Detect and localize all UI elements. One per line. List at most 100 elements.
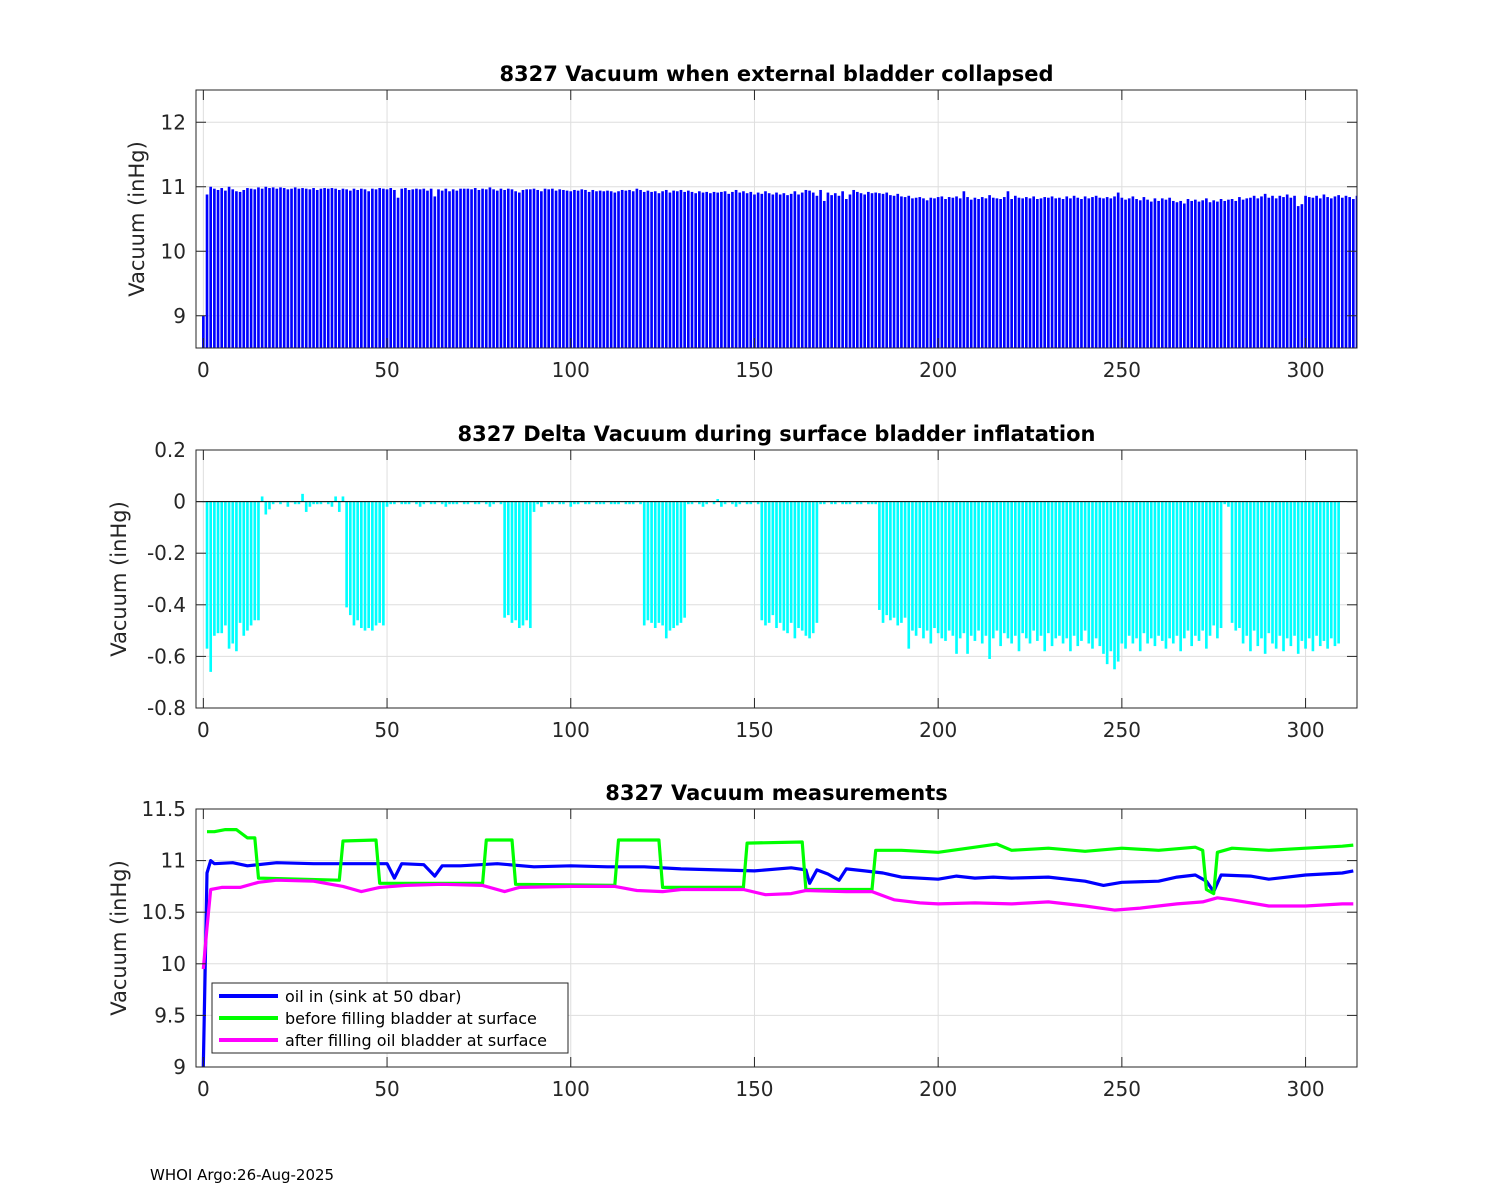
bar (271, 501, 275, 505)
bar (1263, 193, 1267, 348)
bar (617, 191, 620, 348)
bar (709, 193, 712, 348)
x-tick-label: 250 (1103, 718, 1141, 742)
bar (1168, 197, 1171, 348)
bar (731, 501, 734, 505)
bar (856, 191, 859, 348)
bar (367, 191, 371, 348)
bar (712, 191, 716, 348)
bar (1080, 501, 1083, 641)
bar (484, 501, 488, 505)
x-tick-label: 100 (552, 358, 590, 382)
bar (764, 501, 767, 626)
bar (1120, 501, 1124, 644)
bar (738, 192, 742, 348)
series-line-1 (201, 859, 1354, 1067)
bar (1072, 501, 1076, 636)
bar (1425, 194, 1428, 348)
x-tick-label: 150 (735, 1077, 773, 1101)
bar (1344, 195, 1348, 348)
bar (558, 501, 562, 505)
bar (462, 188, 466, 348)
bar (1271, 195, 1274, 348)
x-tick-label: 150 (735, 358, 773, 382)
bar (595, 191, 598, 348)
bar (558, 189, 562, 348)
x-tick-label: 50 (374, 358, 399, 382)
bar (657, 501, 661, 623)
bar (1109, 501, 1113, 652)
bar (1311, 197, 1315, 348)
bar (1102, 198, 1105, 348)
bar (830, 195, 833, 348)
bar (216, 189, 220, 348)
bar (833, 193, 837, 348)
bar (1105, 501, 1109, 665)
bar (885, 501, 889, 616)
bar (1318, 501, 1322, 647)
bar (1337, 195, 1340, 348)
legend-label: after filling oil bladder at surface (285, 1031, 547, 1050)
bar (224, 501, 227, 626)
bar (631, 191, 635, 348)
bar (562, 501, 565, 505)
bar (1219, 199, 1223, 348)
bar (1058, 501, 1061, 636)
bar (315, 189, 319, 348)
bar (793, 501, 797, 639)
bar (1230, 199, 1234, 348)
bar (602, 501, 606, 505)
bar (341, 188, 345, 348)
bar (683, 191, 686, 348)
bar (720, 191, 723, 348)
bar (1238, 501, 1241, 629)
bar (606, 190, 609, 348)
bar (837, 195, 841, 348)
bar (1249, 197, 1252, 348)
bar (466, 188, 470, 348)
bar (312, 188, 315, 348)
bar (484, 189, 488, 348)
bar (415, 501, 418, 505)
bar (1061, 501, 1065, 644)
bar (650, 501, 653, 623)
bar (1282, 197, 1285, 348)
bar (1208, 501, 1212, 636)
bar (510, 501, 514, 623)
bar (326, 501, 330, 505)
bar (205, 194, 209, 348)
bar (819, 189, 822, 348)
plot-marks (201, 828, 1354, 1067)
bar (378, 501, 382, 623)
bar (1109, 198, 1113, 348)
bar (506, 501, 510, 616)
bar (506, 188, 510, 348)
bar (804, 501, 808, 636)
bar (547, 501, 551, 505)
bar (242, 501, 246, 636)
bar (382, 501, 385, 626)
bar (874, 501, 878, 505)
bar (881, 193, 885, 348)
bar (341, 496, 345, 502)
bar (1032, 501, 1036, 631)
bar (1043, 197, 1047, 348)
bar (624, 501, 628, 505)
x-tick-label: 0 (197, 358, 210, 382)
bar (675, 501, 679, 626)
bar (330, 501, 334, 507)
bar (1381, 196, 1384, 348)
bar (999, 501, 1002, 647)
bar (929, 501, 933, 644)
bar (767, 501, 771, 623)
bar (764, 191, 767, 348)
bar (701, 192, 705, 348)
bar (738, 501, 742, 505)
bar (1212, 200, 1216, 348)
bar (407, 501, 411, 505)
bar (962, 191, 966, 348)
bar (385, 189, 389, 348)
y-tick-label: -0.2 (147, 541, 186, 565)
bar (848, 501, 852, 505)
bar (422, 501, 426, 505)
